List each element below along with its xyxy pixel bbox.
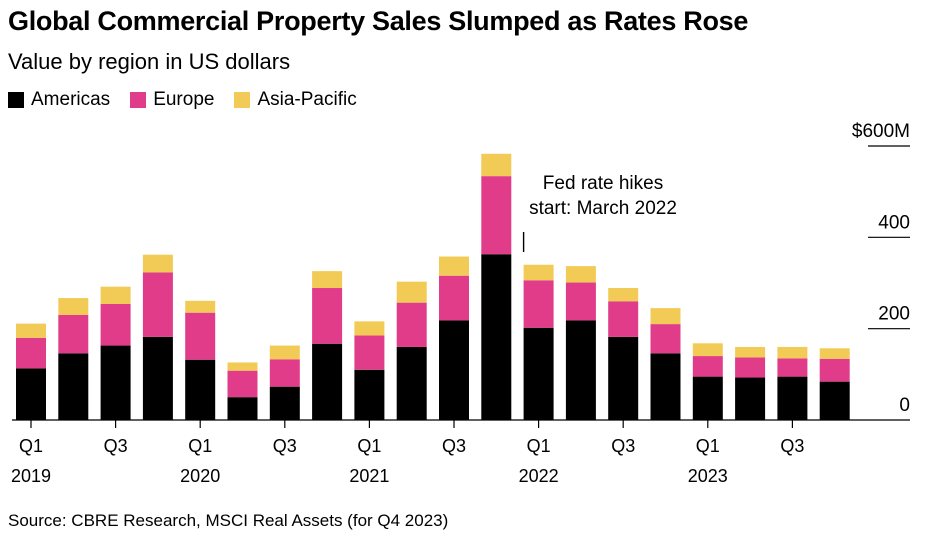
bar-asia-pacific: [650, 308, 681, 325]
y-tick-label: 200: [878, 304, 910, 325]
bar-europe: [185, 312, 216, 360]
legend-label-americas: Americas: [31, 89, 111, 110]
bar-europe: [735, 357, 766, 378]
bar-asia-pacific: [692, 343, 723, 357]
bar-asia-pacific: [227, 362, 258, 371]
bar-asia-pacific: [16, 323, 46, 338]
bar-asia-pacific: [439, 256, 469, 276]
bar-americas: [692, 376, 723, 420]
bar-europe: [227, 370, 258, 398]
legend: Americas Europe Asia-Pacific: [8, 89, 377, 111]
bar-americas: [777, 376, 808, 420]
bar-asia-pacific: [100, 286, 131, 305]
bar-asia-pacific: [608, 288, 639, 302]
bar-americas: [312, 343, 343, 420]
bar-asia-pacific: [735, 346, 766, 358]
bar-asia-pacific: [819, 348, 850, 359]
bar-americas: [481, 254, 512, 420]
bar-asia-pacific: [185, 300, 216, 313]
bar-americas: [269, 386, 300, 420]
bar-europe: [354, 335, 385, 370]
bar-europe: [481, 176, 512, 255]
bar-asia-pacific: [481, 153, 512, 177]
x-tick-label: Q1: [19, 436, 43, 456]
source-note: Source: CBRE Research, MSCI Real Assets …: [8, 511, 449, 530]
chart-subtitle: Value by region in US dollars: [8, 49, 291, 74]
x-tick-label: Q1: [527, 436, 551, 456]
bar-americas: [227, 397, 258, 420]
bar-americas: [58, 353, 89, 420]
bar-americas: [185, 359, 216, 420]
y-tick-label: 0: [899, 395, 910, 416]
bar-americas: [819, 381, 850, 420]
bar-europe: [396, 302, 427, 347]
x-tick-year-label: 2019: [11, 466, 51, 486]
bar-americas: [565, 320, 596, 420]
x-tick-year-label: 2021: [349, 466, 389, 486]
bar-americas: [439, 320, 469, 420]
bar-americas: [396, 346, 427, 420]
x-tick-label: Q3: [780, 436, 804, 456]
bar-europe: [692, 356, 723, 377]
bar-americas: [142, 336, 173, 420]
bar-asia-pacific: [142, 254, 173, 273]
bar-americas: [650, 353, 681, 420]
bar-europe: [312, 288, 343, 344]
x-tick-label: Q3: [104, 436, 128, 456]
bar-asia-pacific: [396, 281, 427, 303]
bar-europe: [650, 324, 681, 354]
x-tick-label: Q3: [442, 436, 466, 456]
bar-americas: [100, 345, 131, 420]
legend-swatch-asia-pacific: [234, 92, 251, 108]
x-tick-year-label: 2023: [688, 466, 728, 486]
bar-asia-pacific: [354, 321, 385, 336]
bar-americas: [523, 327, 554, 420]
legend-label-asia-pacific: Asia-Pacific: [257, 89, 357, 110]
bar-americas: [16, 368, 46, 420]
bar-europe: [100, 304, 131, 346]
legend-item-asia-pacific: Asia-Pacific: [234, 89, 357, 111]
bar-asia-pacific: [312, 271, 343, 289]
legend-item-europe: Europe: [130, 89, 214, 111]
x-tick-year-label: 2022: [519, 466, 559, 486]
bar-americas: [354, 369, 385, 420]
x-tick-year-label: 2020: [180, 466, 220, 486]
annotation-text: Fed rate hikes: [543, 173, 663, 194]
legend-swatch-americas: [8, 92, 24, 108]
bar-europe: [16, 337, 46, 369]
bar-europe: [777, 358, 808, 377]
bar-europe: [439, 275, 469, 321]
bar-asia-pacific: [565, 266, 596, 283]
legend-swatch-europe: [130, 92, 147, 108]
x-tick-label: Q1: [357, 436, 381, 456]
bar-americas: [608, 336, 639, 420]
bar-americas: [735, 377, 766, 420]
bar-asia-pacific: [523, 264, 554, 281]
bar-europe: [819, 358, 850, 382]
x-tick-label: Q1: [696, 436, 720, 456]
bar-europe: [523, 280, 554, 328]
bar-europe: [142, 272, 173, 337]
x-tick-label: Q3: [273, 436, 297, 456]
bar-europe: [565, 282, 596, 321]
y-tick-label: 400: [878, 212, 910, 233]
bar-europe: [269, 359, 300, 387]
bar-europe: [58, 314, 89, 354]
x-tick-label: Q1: [188, 436, 212, 456]
y-tick-label: $600M: [852, 121, 910, 142]
bar-asia-pacific: [777, 346, 808, 359]
legend-item-americas: Americas: [8, 89, 110, 111]
chart-title: Global Commercial Property Sales Slumped…: [8, 6, 749, 36]
bar-asia-pacific: [269, 345, 300, 360]
annotation-text: start: March 2022: [529, 198, 677, 219]
bar-asia-pacific: [58, 298, 89, 315]
legend-label-europe: Europe: [153, 89, 215, 110]
x-tick-label: Q3: [611, 436, 635, 456]
bar-europe: [608, 301, 639, 337]
